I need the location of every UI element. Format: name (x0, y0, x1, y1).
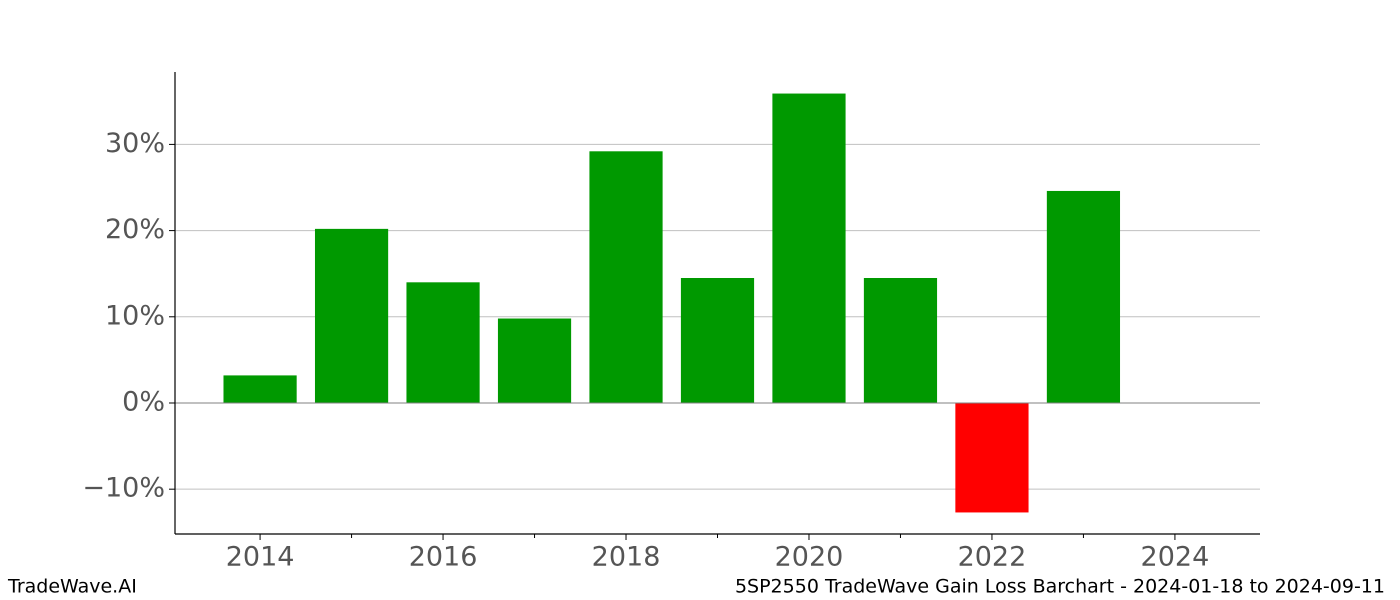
bar (589, 151, 663, 403)
bar (497, 318, 572, 403)
bar (772, 93, 846, 403)
y-tick-label: 20% (105, 214, 165, 245)
x-tick-label: 2018 (592, 542, 661, 573)
footer-right: 5SP2550 TradeWave Gain Loss Barchart - 2… (735, 576, 1385, 598)
y-tick-label: −10% (82, 473, 165, 504)
footer-left: TradeWave.AI (7, 576, 137, 598)
y-tick-label: 30% (105, 128, 165, 159)
y-tick-label: 10% (105, 300, 165, 331)
bar (955, 402, 1029, 513)
x-tick-label: 2024 (1141, 542, 1210, 573)
bar (223, 375, 297, 403)
x-tick-label: 2022 (958, 542, 1027, 573)
bar (863, 278, 938, 403)
bar (680, 278, 755, 403)
bar (1046, 190, 1121, 403)
x-tick-label: 2020 (775, 542, 844, 573)
bar (314, 228, 389, 403)
x-tick-label: 2014 (226, 542, 295, 573)
x-tick-label: 2016 (409, 542, 478, 573)
y-tick-label: 0% (122, 386, 165, 417)
bar (406, 282, 480, 403)
